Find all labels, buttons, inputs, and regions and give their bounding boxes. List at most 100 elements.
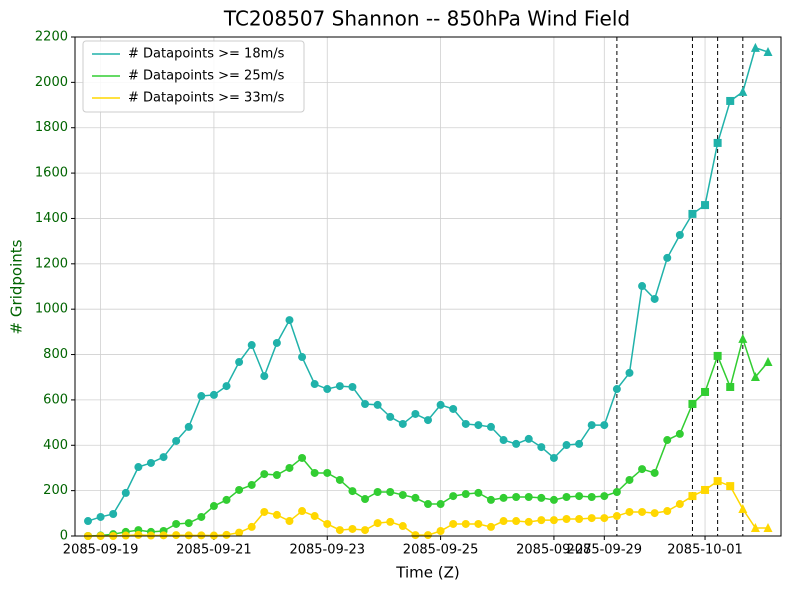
y-tick-label: 1400 [35,211,68,226]
point [235,528,244,537]
point [172,531,181,540]
point [524,517,533,526]
point [96,512,105,521]
y-axis-label: # Gridpoints [8,239,26,334]
point [537,443,546,452]
point [499,493,508,502]
x-tick-label: 2085-09-27 [516,543,592,558]
y-tick-label: 800 [43,347,68,362]
point [361,526,370,535]
point [247,480,256,489]
point [549,516,558,525]
point [512,492,521,501]
point [600,514,609,523]
point [184,422,193,431]
point [675,429,684,438]
point [499,436,508,445]
point [184,531,193,540]
point [713,351,722,360]
y-tick-label: 2000 [35,75,68,90]
point [701,387,710,396]
point [562,514,571,523]
point [335,475,344,484]
point [738,333,748,343]
point [424,416,432,425]
point [713,477,722,486]
y-tick-label: 600 [43,392,68,407]
x-tick-label: 2085-09-21 [176,543,252,558]
point [486,422,495,431]
point [675,500,684,509]
point [512,439,521,448]
point [348,382,357,391]
point [638,465,647,474]
point [184,519,193,528]
point [726,382,735,391]
point [625,507,634,516]
point [537,516,546,525]
point [285,316,294,325]
point [449,519,458,528]
x-tick-label: 2085-09-19 [63,543,139,558]
point [323,385,332,394]
point [688,399,697,408]
point [247,522,256,531]
point [726,482,735,491]
point [298,353,307,362]
y-tick-label: 200 [43,483,68,498]
point [260,372,269,381]
point [701,485,710,494]
point [373,400,382,409]
point [587,514,596,523]
legend-box [82,40,305,113]
point [109,509,118,518]
point [663,436,672,445]
point [436,527,445,536]
point [411,409,420,418]
point [335,382,344,391]
point [575,492,584,501]
point [638,507,647,516]
point [549,495,558,504]
point [411,493,420,502]
point [272,510,281,519]
y-tick-label: 1600 [35,166,68,181]
point [398,522,407,531]
point [461,519,470,528]
point [738,86,748,96]
x-tick-label: 2085-10-01 [667,543,743,558]
series-line [87,46,769,522]
point [134,530,143,539]
y-tick-label: 1000 [35,302,68,317]
point [524,434,533,443]
point [159,531,168,540]
point [197,512,206,521]
point [713,138,722,147]
point [209,390,218,399]
point [222,382,231,391]
legend-label: # Datapoints >= 33m/s [128,91,285,106]
point [298,453,307,462]
point [348,487,357,496]
point [335,526,344,535]
plot-frame [74,36,782,537]
point [726,96,735,105]
point [235,485,244,494]
point [612,385,621,394]
point [575,514,584,523]
point [650,294,659,303]
point [285,517,294,526]
point [524,492,533,501]
point [436,400,445,409]
point [763,46,773,56]
point [449,492,458,501]
point [386,517,395,526]
chart-title: TC208507 Shannon -- 850hPa Wind Field [223,7,630,31]
point [688,209,697,218]
point [600,421,609,430]
point [461,490,470,499]
point [323,468,332,477]
x-tick-label: 2085-09-23 [289,543,365,558]
point [197,531,206,540]
point [197,392,206,401]
